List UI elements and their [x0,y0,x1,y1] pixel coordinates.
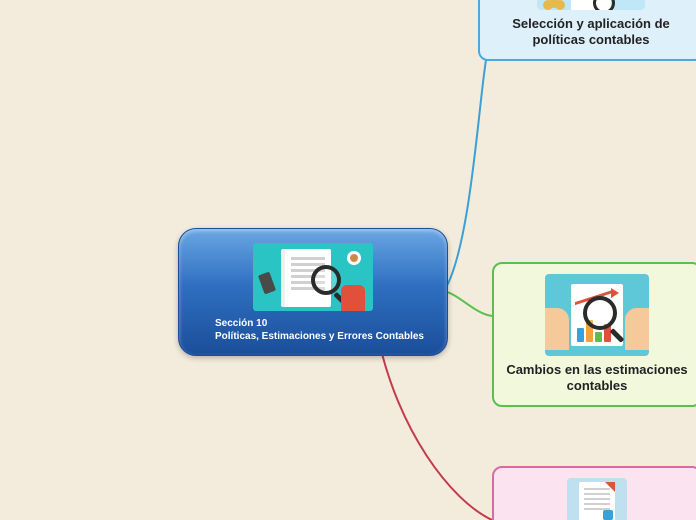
connector-to-node1 [444,60,486,291]
central-title-line2: Políticas, Estimaciones y Errores Contab… [215,331,424,342]
child-node-errors[interactable] [492,466,696,520]
node2-illustration [545,274,649,356]
child-node-policies[interactable]: Selección y aplicación de políticas cont… [478,0,696,61]
central-node[interactable]: Sección 10 Políticas, Estimaciones y Err… [178,228,448,356]
mindmap-canvas: { "canvas": { "background_color": "#f3ec… [0,0,696,520]
node1-illustration [537,0,645,10]
child-node-estimates[interactable]: Cambios en las estimaciones contables [492,262,696,407]
node1-label: Selección y aplicación de políticas cont… [490,16,692,49]
central-illustration [253,243,373,311]
central-title-line1: Sección 10 [215,318,267,329]
central-title: Sección 10 Políticas, Estimaciones y Err… [193,317,433,343]
connector-to-node2 [444,291,492,316]
node3-illustration [567,478,627,520]
connector-to-node3 [378,337,492,520]
node2-label: Cambios en las estimaciones contables [504,362,690,395]
